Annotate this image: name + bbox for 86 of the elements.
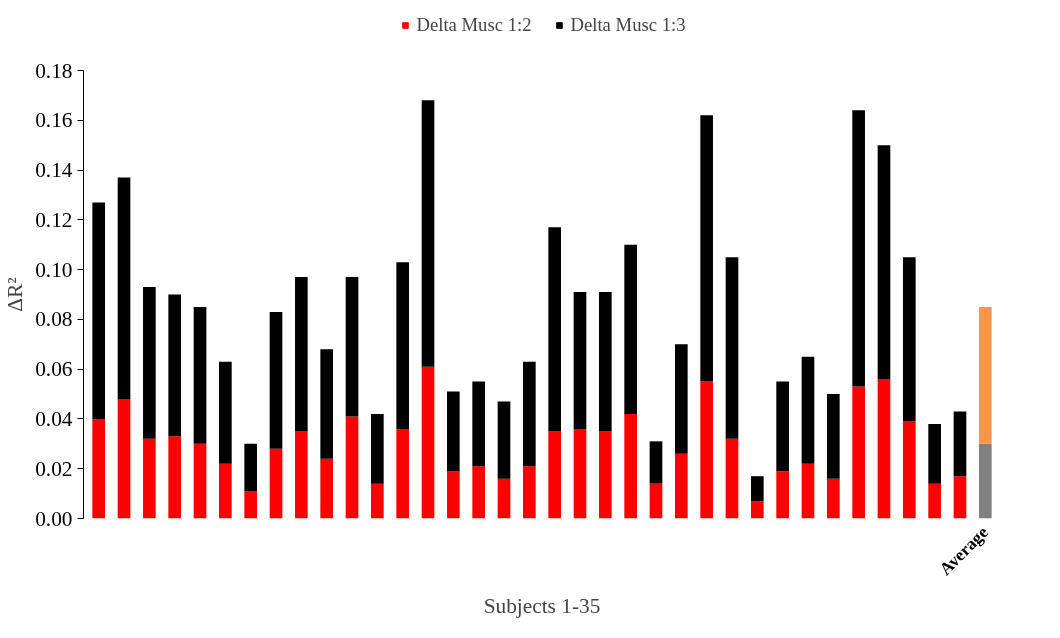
bar (447, 471, 460, 519)
bar (674, 344, 688, 454)
bar (168, 436, 182, 519)
bar (269, 448, 283, 519)
bar (396, 428, 410, 519)
x-axis-title: Subjects 1-35 (483, 593, 601, 618)
bar (624, 244, 637, 414)
bar (978, 443, 992, 519)
bar (801, 356, 815, 464)
bar (168, 294, 182, 437)
bar (928, 423, 941, 484)
y-tick-label: 0.16 (35, 108, 73, 133)
bar (649, 483, 663, 519)
bar (497, 401, 511, 479)
bar (472, 466, 485, 519)
bar (295, 431, 308, 519)
y-tick-label: 0.12 (35, 207, 73, 232)
bar (497, 478, 511, 519)
bar (801, 463, 815, 519)
bar (117, 399, 131, 519)
bar (725, 257, 739, 439)
bar (193, 306, 207, 444)
y-axis-title: ΔR² (3, 277, 28, 312)
bar (928, 483, 941, 519)
bar (674, 453, 688, 519)
bar (345, 416, 359, 519)
bar (523, 466, 536, 519)
bar (776, 471, 789, 519)
bar (421, 366, 435, 519)
bar (548, 227, 561, 432)
bar (143, 287, 156, 439)
bar (877, 145, 891, 380)
bar (219, 361, 232, 464)
bar (776, 381, 789, 472)
bar (978, 306, 992, 444)
bar (371, 413, 384, 484)
bar (244, 443, 258, 492)
bar (599, 292, 612, 432)
bar (320, 349, 334, 459)
bar (117, 177, 131, 400)
y-tick-label: 0.02 (35, 456, 73, 481)
bar (953, 476, 967, 519)
bar (371, 483, 384, 519)
bar (320, 458, 334, 519)
y-tick-label: 0.10 (35, 257, 73, 282)
legend-label: Delta Musc 1:3 (570, 14, 686, 36)
bar (902, 257, 916, 422)
bar (447, 391, 460, 472)
bar (573, 428, 587, 519)
y-tick-label: 0.08 (35, 307, 73, 332)
bar (295, 277, 308, 432)
bar (599, 431, 612, 519)
legend-label: Delta Musc 1:2 (416, 14, 532, 36)
bar (877, 379, 891, 519)
bar (953, 411, 967, 477)
bar (396, 262, 410, 429)
bar (523, 361, 536, 467)
bar (902, 421, 916, 519)
bar (472, 381, 485, 467)
bar (826, 394, 840, 479)
bar (649, 441, 663, 484)
bar (92, 418, 106, 519)
y-tick-label: 0.00 (35, 506, 73, 531)
bar (700, 115, 713, 382)
y-tick-label: 0.04 (35, 406, 73, 431)
bar (193, 443, 207, 519)
y-tick-label: 0.18 (35, 58, 73, 83)
bar (269, 311, 283, 449)
bar (244, 491, 258, 519)
bar (852, 386, 865, 519)
bar (700, 381, 713, 519)
bar (219, 463, 232, 519)
y-tick-label: 0.06 (35, 357, 73, 382)
bar (345, 277, 359, 417)
bar (852, 110, 865, 387)
bar (725, 438, 739, 519)
bar (92, 202, 106, 419)
bar (750, 476, 764, 502)
bar (548, 431, 561, 519)
y-tick-label: 0.14 (35, 158, 73, 183)
bar (826, 478, 840, 519)
bar (143, 438, 156, 519)
bar (624, 413, 637, 519)
bar (573, 292, 587, 429)
bar (421, 100, 435, 367)
bar (750, 501, 764, 519)
